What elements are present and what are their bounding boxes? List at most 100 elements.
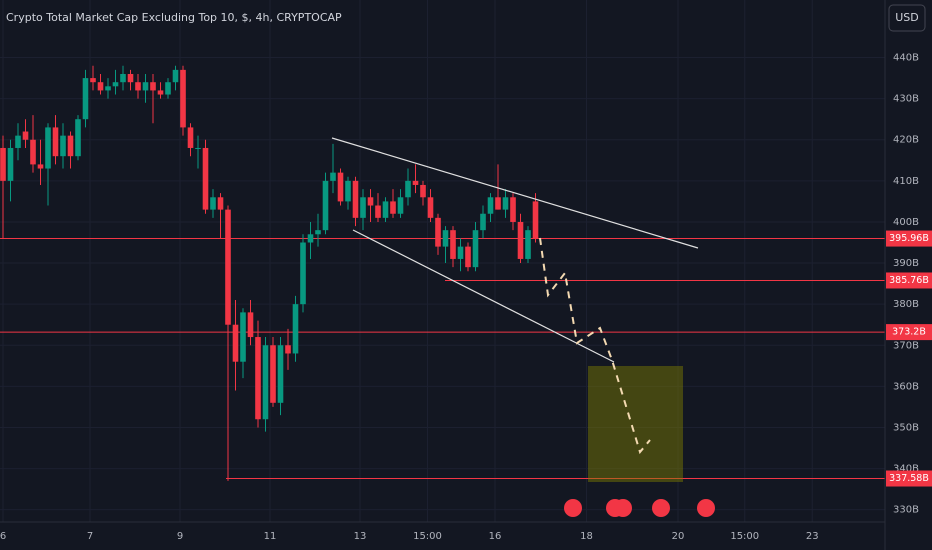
- candle-body: [435, 217, 441, 247]
- price-label: 385.76B: [889, 275, 929, 286]
- x-axis: 6 7 9 11 13 15:00 16 18 20 15:00 23: [0, 531, 819, 542]
- candle-body: [352, 180, 359, 218]
- x-tick-label: 13: [354, 531, 367, 542]
- price-lines: [0, 238, 885, 480]
- candles: [0, 65, 539, 481]
- candle-body: [247, 312, 254, 338]
- price-label-box: [886, 272, 932, 289]
- candle-body: [262, 345, 269, 420]
- candle-body: [337, 172, 344, 202]
- candle-body: [97, 82, 104, 91]
- y-axis: 330B 340B 350B 360B 370B 380B 390B 400B 410B 420B…: [886, 53, 932, 516]
- candle-body: [225, 209, 231, 325]
- candle-body: [45, 127, 51, 169]
- chart-title: Crypto Total Market Cap Excluding Top 10…: [6, 11, 342, 24]
- candle-body: [187, 127, 194, 148]
- candle-body: [52, 127, 59, 157]
- candle-body: [0, 147, 6, 181]
- candle-body: [195, 147, 201, 149]
- candle-body: [90, 78, 96, 83]
- candle-body: [105, 86, 111, 91]
- candle-body: [427, 197, 434, 218]
- event-icon[interactable]: [614, 499, 632, 517]
- trend-line: [331, 137, 699, 249]
- price-label-box: [886, 470, 932, 487]
- candle-body: [172, 69, 179, 83]
- candle-body: [120, 73, 126, 83]
- candle-body: [217, 197, 224, 210]
- candle-body: [255, 337, 261, 420]
- candle-body: [517, 221, 524, 259]
- x-tick-label: 23: [806, 531, 819, 542]
- candle-body: [127, 73, 134, 83]
- price-label-box: [886, 230, 932, 247]
- y-tick-label: 440B: [893, 53, 919, 64]
- candle-body: [82, 78, 89, 120]
- grid: [0, 0, 885, 522]
- y-tick-label: 330B: [893, 505, 919, 516]
- x-tick-label: 11: [264, 531, 277, 542]
- candle-body: [360, 197, 366, 218]
- candle-body: [457, 246, 464, 259]
- candle-body: [420, 184, 426, 198]
- target-box: [588, 366, 683, 482]
- currency-button[interactable]: [888, 4, 926, 32]
- candle-body: [22, 131, 29, 140]
- candle-body: [442, 230, 449, 247]
- y-tick-label: 380B: [893, 299, 919, 310]
- candle-body: [292, 304, 299, 354]
- candle-body: [67, 135, 74, 157]
- price-label: 373.2B: [892, 327, 926, 338]
- event-icon[interactable]: [564, 499, 582, 517]
- y-tick-label: 350B: [893, 422, 919, 433]
- event-icon[interactable]: [652, 499, 670, 517]
- candle-body: [510, 197, 516, 222]
- candle-body: [345, 180, 351, 202]
- candle-body: [270, 345, 276, 403]
- candle-body: [472, 230, 479, 268]
- candle-body: [322, 180, 329, 231]
- event-icons: [564, 499, 715, 517]
- candle-body: [390, 201, 396, 214]
- candle-body: [150, 82, 156, 91]
- x-tick-label: 16: [489, 531, 502, 542]
- candle-body: [397, 197, 404, 214]
- candle-body: [240, 312, 246, 362]
- candle-body: [210, 197, 216, 210]
- candle-body: [480, 213, 486, 231]
- candle-body: [112, 82, 119, 87]
- x-tick-label: 20: [672, 531, 685, 542]
- candle-body: [450, 230, 456, 259]
- candle-body: [502, 197, 509, 210]
- y-tick-label: 400B: [893, 217, 919, 228]
- x-tick-label: 18: [580, 531, 593, 542]
- candle-body: [37, 164, 44, 169]
- y-tick-label: 360B: [893, 381, 919, 392]
- projection-path: [539, 237, 651, 455]
- price-label-box: [886, 324, 932, 341]
- candle-body: [142, 82, 149, 91]
- event-icon[interactable]: [697, 499, 715, 517]
- candle-body: [525, 230, 531, 259]
- candle-body: [232, 324, 239, 362]
- candle-body: [330, 172, 336, 181]
- candle-body: [15, 135, 21, 148]
- x-tick-label: 15:00: [413, 531, 442, 542]
- y-tick-label: 420B: [893, 135, 919, 146]
- x-tick-label: 15:00: [730, 531, 759, 542]
- y-tick-label: 410B: [893, 176, 919, 187]
- x-tick-label: 6: [0, 531, 6, 542]
- y-tick-label: 340B: [893, 464, 919, 475]
- candle-body: [382, 201, 389, 218]
- candle-body: [495, 197, 501, 210]
- y-tick-label: 370B: [893, 340, 919, 351]
- candle-body: [532, 201, 539, 239]
- candle-body: [487, 197, 494, 214]
- candle-body: [412, 180, 419, 185]
- currency-label: USD: [895, 11, 919, 24]
- candle-body: [367, 197, 374, 206]
- x-tick-label: 7: [87, 531, 93, 542]
- candle-body: [405, 180, 411, 198]
